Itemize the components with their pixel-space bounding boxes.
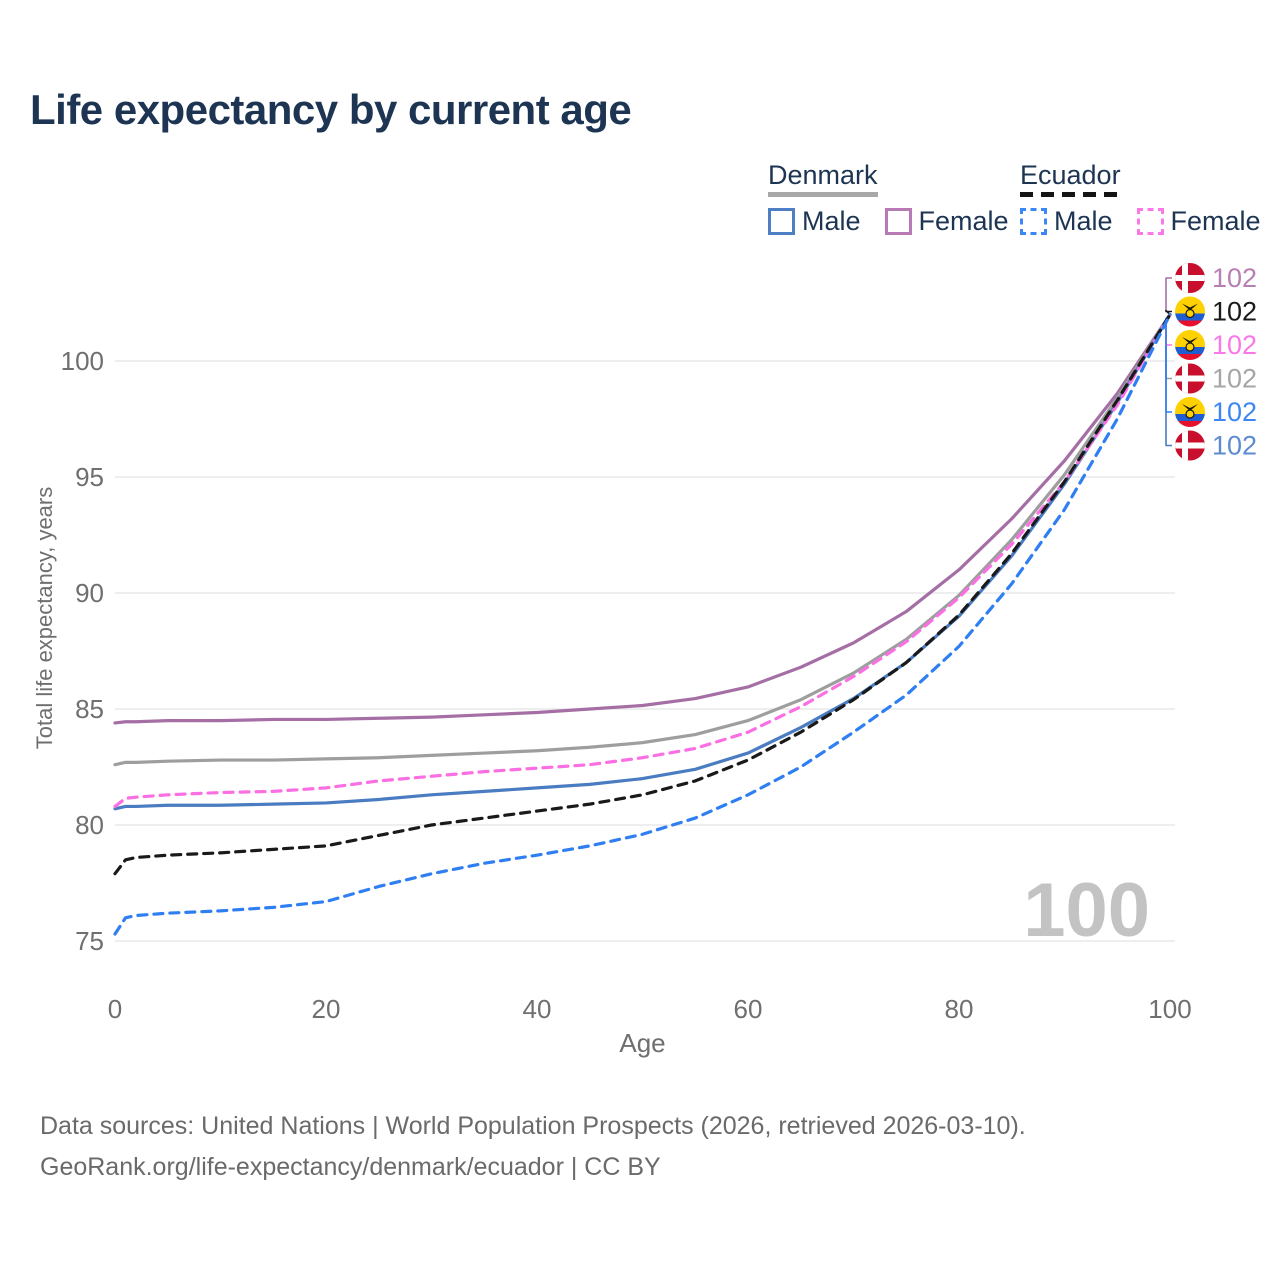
end-value-label-ecuador: 102	[1212, 297, 1257, 327]
legend-item-denmark-female[interactable]: Female	[884, 206, 1009, 237]
y-tick-label: 90	[75, 578, 104, 608]
series-line-ecuador	[113, 313, 1172, 876]
legend-label: Female	[1170, 206, 1261, 236]
denmark-flag-icon	[1175, 430, 1205, 461]
legend-group-denmark: Denmark Male Female	[768, 160, 1009, 237]
chart-footer: Data sources: United Nations | World Pop…	[40, 1106, 1220, 1188]
series-line-denmark	[113, 313, 1172, 767]
x-tick-label: 0	[108, 994, 122, 1024]
denmark-solid-line-sample	[768, 192, 878, 197]
legend-label: Female	[918, 206, 1009, 236]
ecuador-dashed-line-sample	[1020, 192, 1121, 197]
watermark-age-100: 100	[1023, 868, 1150, 953]
legend-item-ecuador-male[interactable]: Male	[1020, 206, 1113, 237]
attribution-text: GeoRank.org/life-expectancy/denmark/ecua…	[40, 1153, 661, 1181]
end-value-label-ecuador-male: 102	[1212, 397, 1257, 427]
end-value-label-denmark: 102	[1212, 364, 1257, 394]
ecuador-flag-icon	[1175, 330, 1205, 360]
legend-label: Male	[802, 206, 861, 236]
y-tick-label: 80	[75, 810, 104, 840]
series-line-denmark-male	[113, 313, 1172, 811]
leader-line-denmark-male	[1165, 314, 1172, 447]
series-line-ecuador-female	[113, 313, 1172, 809]
legend-item-denmark-male[interactable]: Male	[768, 206, 861, 237]
denmark-flag-icon	[1175, 263, 1205, 293]
denmark-male-checkbox[interactable]	[768, 208, 795, 235]
denmark-flag-icon	[1175, 363, 1205, 394]
ecuador-male-checkbox[interactable]	[1020, 208, 1047, 235]
leader-line-ecuador-male	[1165, 314, 1172, 413]
data-sources-text: Data sources: United Nations | World Pop…	[40, 1112, 1026, 1140]
ecuador-female-checkbox[interactable]	[1136, 208, 1164, 235]
series-line-denmark-female	[113, 313, 1172, 725]
end-value-label-denmark-male: 102	[1212, 431, 1257, 461]
x-tick-label: 20	[312, 994, 341, 1024]
end-value-label-denmark-female: 102	[1212, 263, 1257, 293]
y-tick-label: 85	[75, 694, 104, 724]
legend-header-ecuador: Ecuador	[1020, 160, 1121, 197]
page-title: Life expectancy by current age	[30, 86, 632, 133]
legend-header-denmark: Denmark	[768, 160, 878, 197]
y-axis-title: Total life expectancy, years	[32, 487, 57, 750]
ecuador-flag-icon	[1175, 397, 1205, 427]
legend-item-ecuador-female[interactable]: Female	[1136, 206, 1261, 237]
end-value-label-ecuador-female: 102	[1212, 330, 1257, 360]
x-tick-label: 60	[734, 994, 763, 1024]
y-tick-label: 95	[75, 462, 104, 492]
x-tick-label: 40	[523, 994, 552, 1024]
legend-label: Male	[1054, 206, 1113, 236]
series-line-ecuador-male	[113, 313, 1172, 936]
x-tick-label: 100	[1148, 994, 1191, 1024]
y-tick-label: 100	[61, 346, 104, 376]
legend-group-ecuador: Ecuador Male Female	[1020, 160, 1261, 237]
denmark-female-checkbox[interactable]	[884, 208, 912, 235]
leader-line-denmark-female	[1165, 277, 1172, 316]
x-tick-label: 80	[945, 994, 974, 1024]
y-tick-label: 75	[75, 926, 104, 956]
x-axis-title: Age	[619, 1028, 665, 1058]
ecuador-flag-icon	[1175, 296, 1205, 327]
leader-line-ecuador	[1165, 309, 1172, 316]
